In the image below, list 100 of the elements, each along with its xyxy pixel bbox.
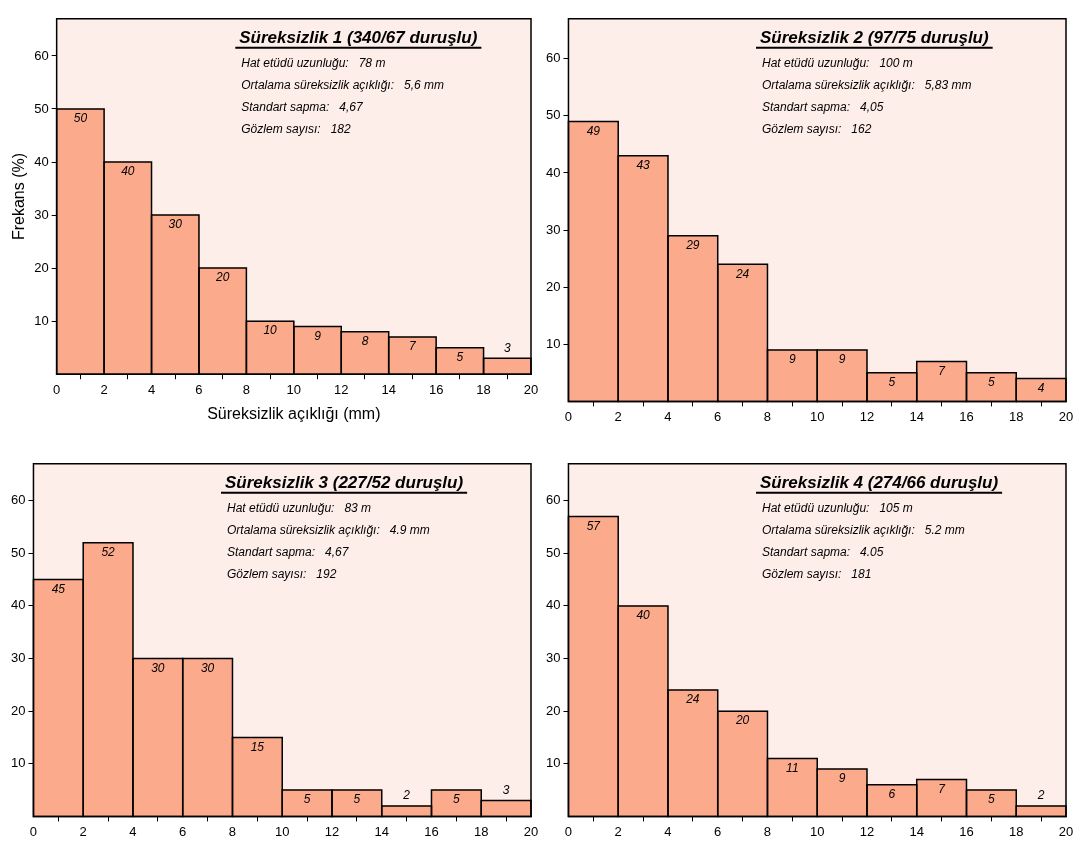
annotation: Gözlem sayısı: 182	[241, 121, 351, 136]
y-tick-label: 40	[545, 164, 561, 180]
x-tick-label: 20	[523, 823, 539, 839]
data-label: 15	[250, 739, 265, 754]
y-tick-label: 40	[10, 597, 26, 613]
annotation: Gözlem sayısı: 162	[762, 121, 872, 136]
x-tick-label: 4	[664, 408, 672, 424]
data-label: 5	[456, 350, 464, 365]
y-tick-label: 10	[10, 755, 26, 771]
y-tick-label: 10	[34, 312, 49, 328]
data-label: 5	[303, 792, 311, 807]
data-label: 9	[838, 771, 846, 786]
y-tick-label: 10	[545, 755, 561, 771]
text: Süreksizlik 1 (340/67 duruşlu)	[239, 27, 478, 47]
data-label: 50	[73, 111, 88, 126]
x-tick-label: 6	[195, 381, 203, 397]
data-label: 7	[938, 363, 947, 378]
x-tick-label: 2	[614, 823, 622, 839]
x-tick-label: 0	[29, 823, 38, 839]
x-tick-label: 14	[381, 381, 396, 397]
data-label: 6	[888, 787, 896, 802]
x-tick-label: 8	[763, 823, 772, 839]
y-tick-label: 20	[34, 259, 49, 275]
y-tick-label: 50	[545, 107, 561, 123]
x-tick-label: 12	[334, 381, 349, 397]
data-label: 30	[200, 660, 215, 675]
data-label: 3	[503, 340, 511, 355]
annotation: Standart sapma: 4.05	[762, 544, 884, 559]
x-tick-label: 0	[564, 823, 573, 839]
x-tick-label: 0	[564, 408, 573, 424]
data-label: 10	[263, 323, 278, 338]
data-label: 49	[586, 123, 601, 138]
data-label: 40	[636, 608, 651, 623]
x-tick-label: 20	[1058, 823, 1074, 839]
y-tick-label: 20	[10, 702, 26, 718]
y-tick-label: 30	[34, 206, 49, 222]
x-tick-label: 2	[79, 823, 87, 839]
y-tick-label: 50	[34, 100, 49, 116]
x-tick-label: 10	[286, 381, 302, 397]
y-tick-label: 60	[545, 50, 561, 66]
annotation: Ortalama süreksizlik açıklığı: 5,83 mm	[762, 77, 972, 92]
x-tick-label: 10	[810, 823, 825, 839]
data-label: 30	[151, 660, 165, 675]
data-label: 45	[51, 581, 66, 596]
data-label: 5	[453, 792, 461, 807]
y-axis-title: Frekans (%)	[10, 152, 28, 241]
y-tick-label: 40	[34, 153, 49, 169]
data-label: 11	[786, 760, 799, 775]
data-label: 40	[121, 164, 135, 179]
y-tick-label: 40	[545, 597, 561, 613]
data-label: 9	[838, 352, 846, 367]
x-tick-label: 16	[959, 823, 974, 839]
annotation: Hat etüdü uzunluğu: 78 m	[241, 55, 386, 70]
data-label: 9	[314, 328, 322, 343]
x-tick-label: 20	[523, 381, 539, 397]
x-tick-label: 4	[129, 823, 137, 839]
x-tick-label: 8	[242, 381, 251, 397]
data-label: 8	[361, 334, 369, 349]
y-tick-label: 50	[545, 544, 561, 560]
y-tick-label: 30	[545, 650, 561, 666]
annotation: Hat etüdü uzunluğu: 100 m	[762, 55, 913, 70]
x-tick-label: 14	[374, 823, 389, 839]
data-label: 30	[168, 217, 183, 232]
data-label: 5	[988, 375, 996, 390]
y-tick-label: 50	[10, 544, 26, 560]
y-tick-label: 60	[34, 47, 49, 63]
data-label: 52	[101, 545, 116, 560]
data-label: 7	[409, 339, 418, 354]
y-tick-label: 30	[10, 650, 26, 666]
data-label: 9	[789, 352, 797, 367]
x-tick-label: 14	[909, 823, 924, 839]
x-tick-label: 14	[909, 408, 924, 424]
x-tick-label: 12	[859, 408, 875, 424]
data-label: 24	[685, 692, 700, 707]
annotation: Standart sapma: 4,05	[762, 99, 884, 114]
x-tick-label: 8	[228, 823, 237, 839]
x-tick-label: 6	[179, 823, 187, 839]
y-tick-label: 20	[545, 702, 561, 718]
x-tick-label: 18	[474, 823, 489, 839]
annotation: Hat etüdü uzunluğu: 105 m	[762, 500, 913, 515]
text: Süreksizlik 4 (274/66 duruşlu)	[760, 472, 999, 492]
data-label: 20	[215, 270, 230, 285]
y-tick-label: 60	[545, 492, 561, 508]
x-tick-label: 2	[100, 381, 108, 397]
x-tick-label: 10	[275, 823, 290, 839]
annotation: Gözlem sayısı: 192	[227, 566, 337, 581]
x-tick-label: 18	[1009, 408, 1024, 424]
y-tick-label: 20	[545, 278, 561, 294]
x-axis-title: Süreksizlik açıklığı (mm)	[207, 404, 381, 422]
data-label: 5	[988, 792, 996, 807]
data-label: 24	[734, 266, 750, 281]
data-label: 20	[734, 713, 750, 728]
annotation: Standart sapma: 4,67	[227, 544, 350, 559]
annotation: Hat etüdü uzunluğu: 83 m	[227, 500, 372, 515]
x-tick-label: 0	[53, 381, 61, 397]
annotation: Gözlem sayısı: 181	[762, 566, 872, 581]
data-label: 5	[888, 375, 896, 390]
annotation: Ortalama süreksizlik açıklığı: 4.9 mm	[227, 522, 430, 537]
annotation: Ortalama süreksizlik açıklığı: 5.2 mm	[762, 522, 965, 537]
x-tick-label: 4	[147, 381, 156, 397]
